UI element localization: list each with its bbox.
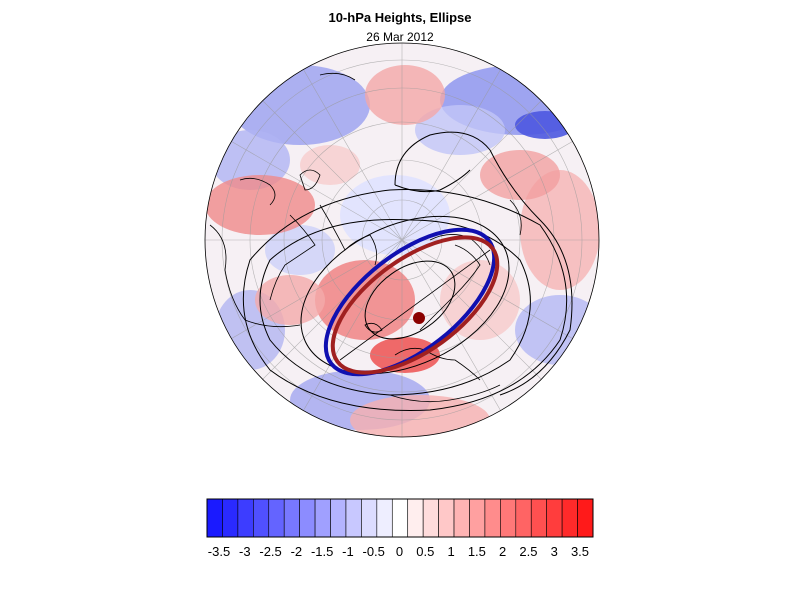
colorbar-swatch: [345, 498, 362, 538]
colorbar-swatch: [253, 498, 270, 538]
anomaly-field: [205, 43, 599, 437]
vortex-center: [413, 312, 425, 324]
height-contours: [242, 131, 573, 411]
colorbar-swatch: [391, 498, 409, 538]
map-title: 10-hPa Heights, Ellipse: [328, 10, 472, 25]
globe-outline: [204, 42, 600, 438]
colorbar-swatch: [268, 498, 285, 538]
ellipse-major-axis: [339, 249, 491, 361]
vortex-ellipse-red: [330, 235, 500, 375]
map-date: 26 Mar 2012: [366, 30, 434, 44]
colorbar-swatch: [438, 498, 455, 538]
colorbar-swatch: [376, 498, 393, 538]
colorbar-border: [206, 498, 594, 538]
colorbar-swatch: [283, 498, 300, 538]
colorbar-tick-label: 1: [447, 544, 454, 559]
colorbar-swatch: [206, 498, 223, 538]
colorbar-tick-label: -2: [291, 544, 303, 559]
colorbar-swatch: [330, 498, 347, 538]
vortex-ellipse-blue: [323, 227, 497, 377]
colorbar-tick-label: -0.5: [363, 544, 385, 559]
colorbar-swatch: [469, 498, 486, 538]
coastlines: [209, 72, 522, 403]
colorbar-tick-label: -1: [342, 544, 354, 559]
colorbar-tick-label: 3.5: [571, 544, 589, 559]
colorbar-tick-label: 2: [499, 544, 506, 559]
colorbar-swatch: [299, 498, 316, 538]
colorbar-swatch: [561, 498, 578, 538]
colorbar-tick-label: 0.5: [416, 544, 434, 559]
colorbar-swatch: [515, 498, 532, 538]
colorbar-tick-label: -3.5: [208, 544, 230, 559]
colorbar-tick-label: 2.5: [519, 544, 537, 559]
colorbar-tick-label: 0: [396, 544, 403, 559]
colorbar-swatch: [222, 498, 239, 538]
colorbar-swatch: [314, 498, 331, 538]
colorbar-swatch: [453, 498, 470, 538]
colorbar-tick-label: -2.5: [259, 544, 281, 559]
colorbar-tick-label: 3: [551, 544, 558, 559]
colorbar-swatch: [484, 498, 501, 538]
colorbar-swatch: [361, 498, 378, 538]
colorbar-swatch: [407, 498, 424, 538]
colorbar-tick-label: -3: [239, 544, 251, 559]
colorbar-tick-label: 1.5: [468, 544, 486, 559]
colorbar-swatch: [577, 498, 594, 538]
colorbar-swatch: [237, 498, 254, 538]
colorbar-swatch: [500, 498, 517, 538]
colorbar-swatch: [530, 498, 547, 538]
colorbar-swatch: [546, 498, 563, 538]
colorbar-swatch: [422, 498, 439, 538]
colorbar-tick-label: -1.5: [311, 544, 333, 559]
